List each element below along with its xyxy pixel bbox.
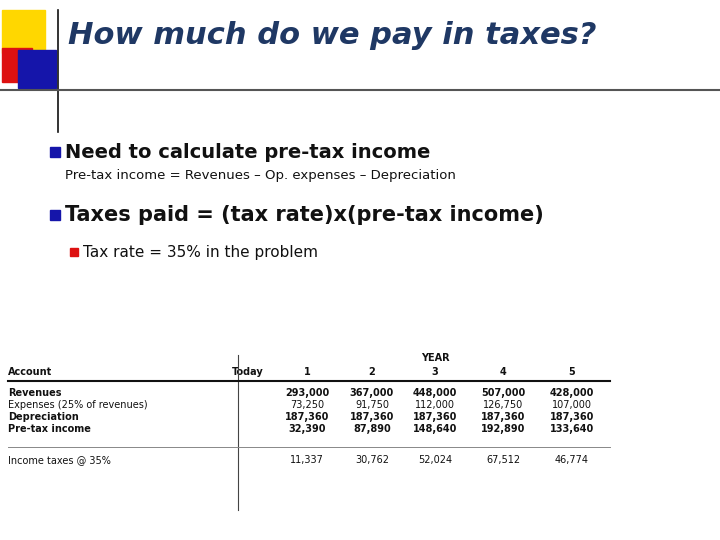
Text: 187,360: 187,360 bbox=[550, 412, 594, 422]
Text: 52,024: 52,024 bbox=[418, 455, 452, 465]
Text: 1: 1 bbox=[304, 367, 310, 377]
Text: 367,000: 367,000 bbox=[350, 388, 394, 398]
Text: 293,000: 293,000 bbox=[285, 388, 329, 398]
Text: 133,640: 133,640 bbox=[550, 424, 594, 434]
Text: 507,000: 507,000 bbox=[481, 388, 525, 398]
Text: Depreciation: Depreciation bbox=[8, 412, 78, 422]
Text: 187,360: 187,360 bbox=[481, 412, 525, 422]
Text: 107,000: 107,000 bbox=[552, 400, 592, 410]
Text: 4: 4 bbox=[500, 367, 506, 377]
Text: Tax rate = 35% in the problem: Tax rate = 35% in the problem bbox=[83, 245, 318, 260]
Text: Revenues: Revenues bbox=[8, 388, 61, 398]
Text: 30,762: 30,762 bbox=[355, 455, 389, 465]
Text: Taxes paid = (tax rate)x(pre-tax income): Taxes paid = (tax rate)x(pre-tax income) bbox=[65, 205, 544, 225]
Text: 192,890: 192,890 bbox=[481, 424, 525, 434]
Bar bbox=[18, 50, 56, 88]
Text: 126,750: 126,750 bbox=[483, 400, 523, 410]
Text: 11,337: 11,337 bbox=[290, 455, 324, 465]
Bar bbox=[50, 147, 60, 157]
Text: 187,360: 187,360 bbox=[413, 412, 457, 422]
Text: 187,360: 187,360 bbox=[350, 412, 394, 422]
Bar bbox=[2, 48, 32, 82]
Text: 67,512: 67,512 bbox=[486, 455, 520, 465]
Text: Pre-tax income = Revenues – Op. expenses – Depreciation: Pre-tax income = Revenues – Op. expenses… bbox=[65, 168, 456, 181]
Text: 73,250: 73,250 bbox=[290, 400, 324, 410]
Bar bbox=[50, 210, 60, 220]
Text: 32,390: 32,390 bbox=[288, 424, 325, 434]
Text: Pre-tax income: Pre-tax income bbox=[8, 424, 91, 434]
Text: Need to calculate pre-tax income: Need to calculate pre-tax income bbox=[65, 143, 431, 161]
Text: Account: Account bbox=[8, 367, 53, 377]
Bar bbox=[2, 10, 45, 53]
Text: 87,890: 87,890 bbox=[353, 424, 391, 434]
Text: Today: Today bbox=[232, 367, 264, 377]
Text: Income taxes @ 35%: Income taxes @ 35% bbox=[8, 455, 111, 465]
Text: 148,640: 148,640 bbox=[413, 424, 457, 434]
Text: 187,360: 187,360 bbox=[285, 412, 329, 422]
Text: 3: 3 bbox=[431, 367, 438, 377]
Bar bbox=[70, 248, 78, 256]
Text: 2: 2 bbox=[369, 367, 375, 377]
Text: 112,000: 112,000 bbox=[415, 400, 455, 410]
Text: YEAR: YEAR bbox=[420, 353, 449, 363]
Text: How much do we pay in taxes?: How much do we pay in taxes? bbox=[68, 21, 596, 50]
Text: 428,000: 428,000 bbox=[550, 388, 594, 398]
Text: 46,774: 46,774 bbox=[555, 455, 589, 465]
Text: 448,000: 448,000 bbox=[413, 388, 457, 398]
Text: 5: 5 bbox=[569, 367, 575, 377]
Text: 91,750: 91,750 bbox=[355, 400, 389, 410]
Text: Expenses (25% of revenues): Expenses (25% of revenues) bbox=[8, 400, 148, 410]
